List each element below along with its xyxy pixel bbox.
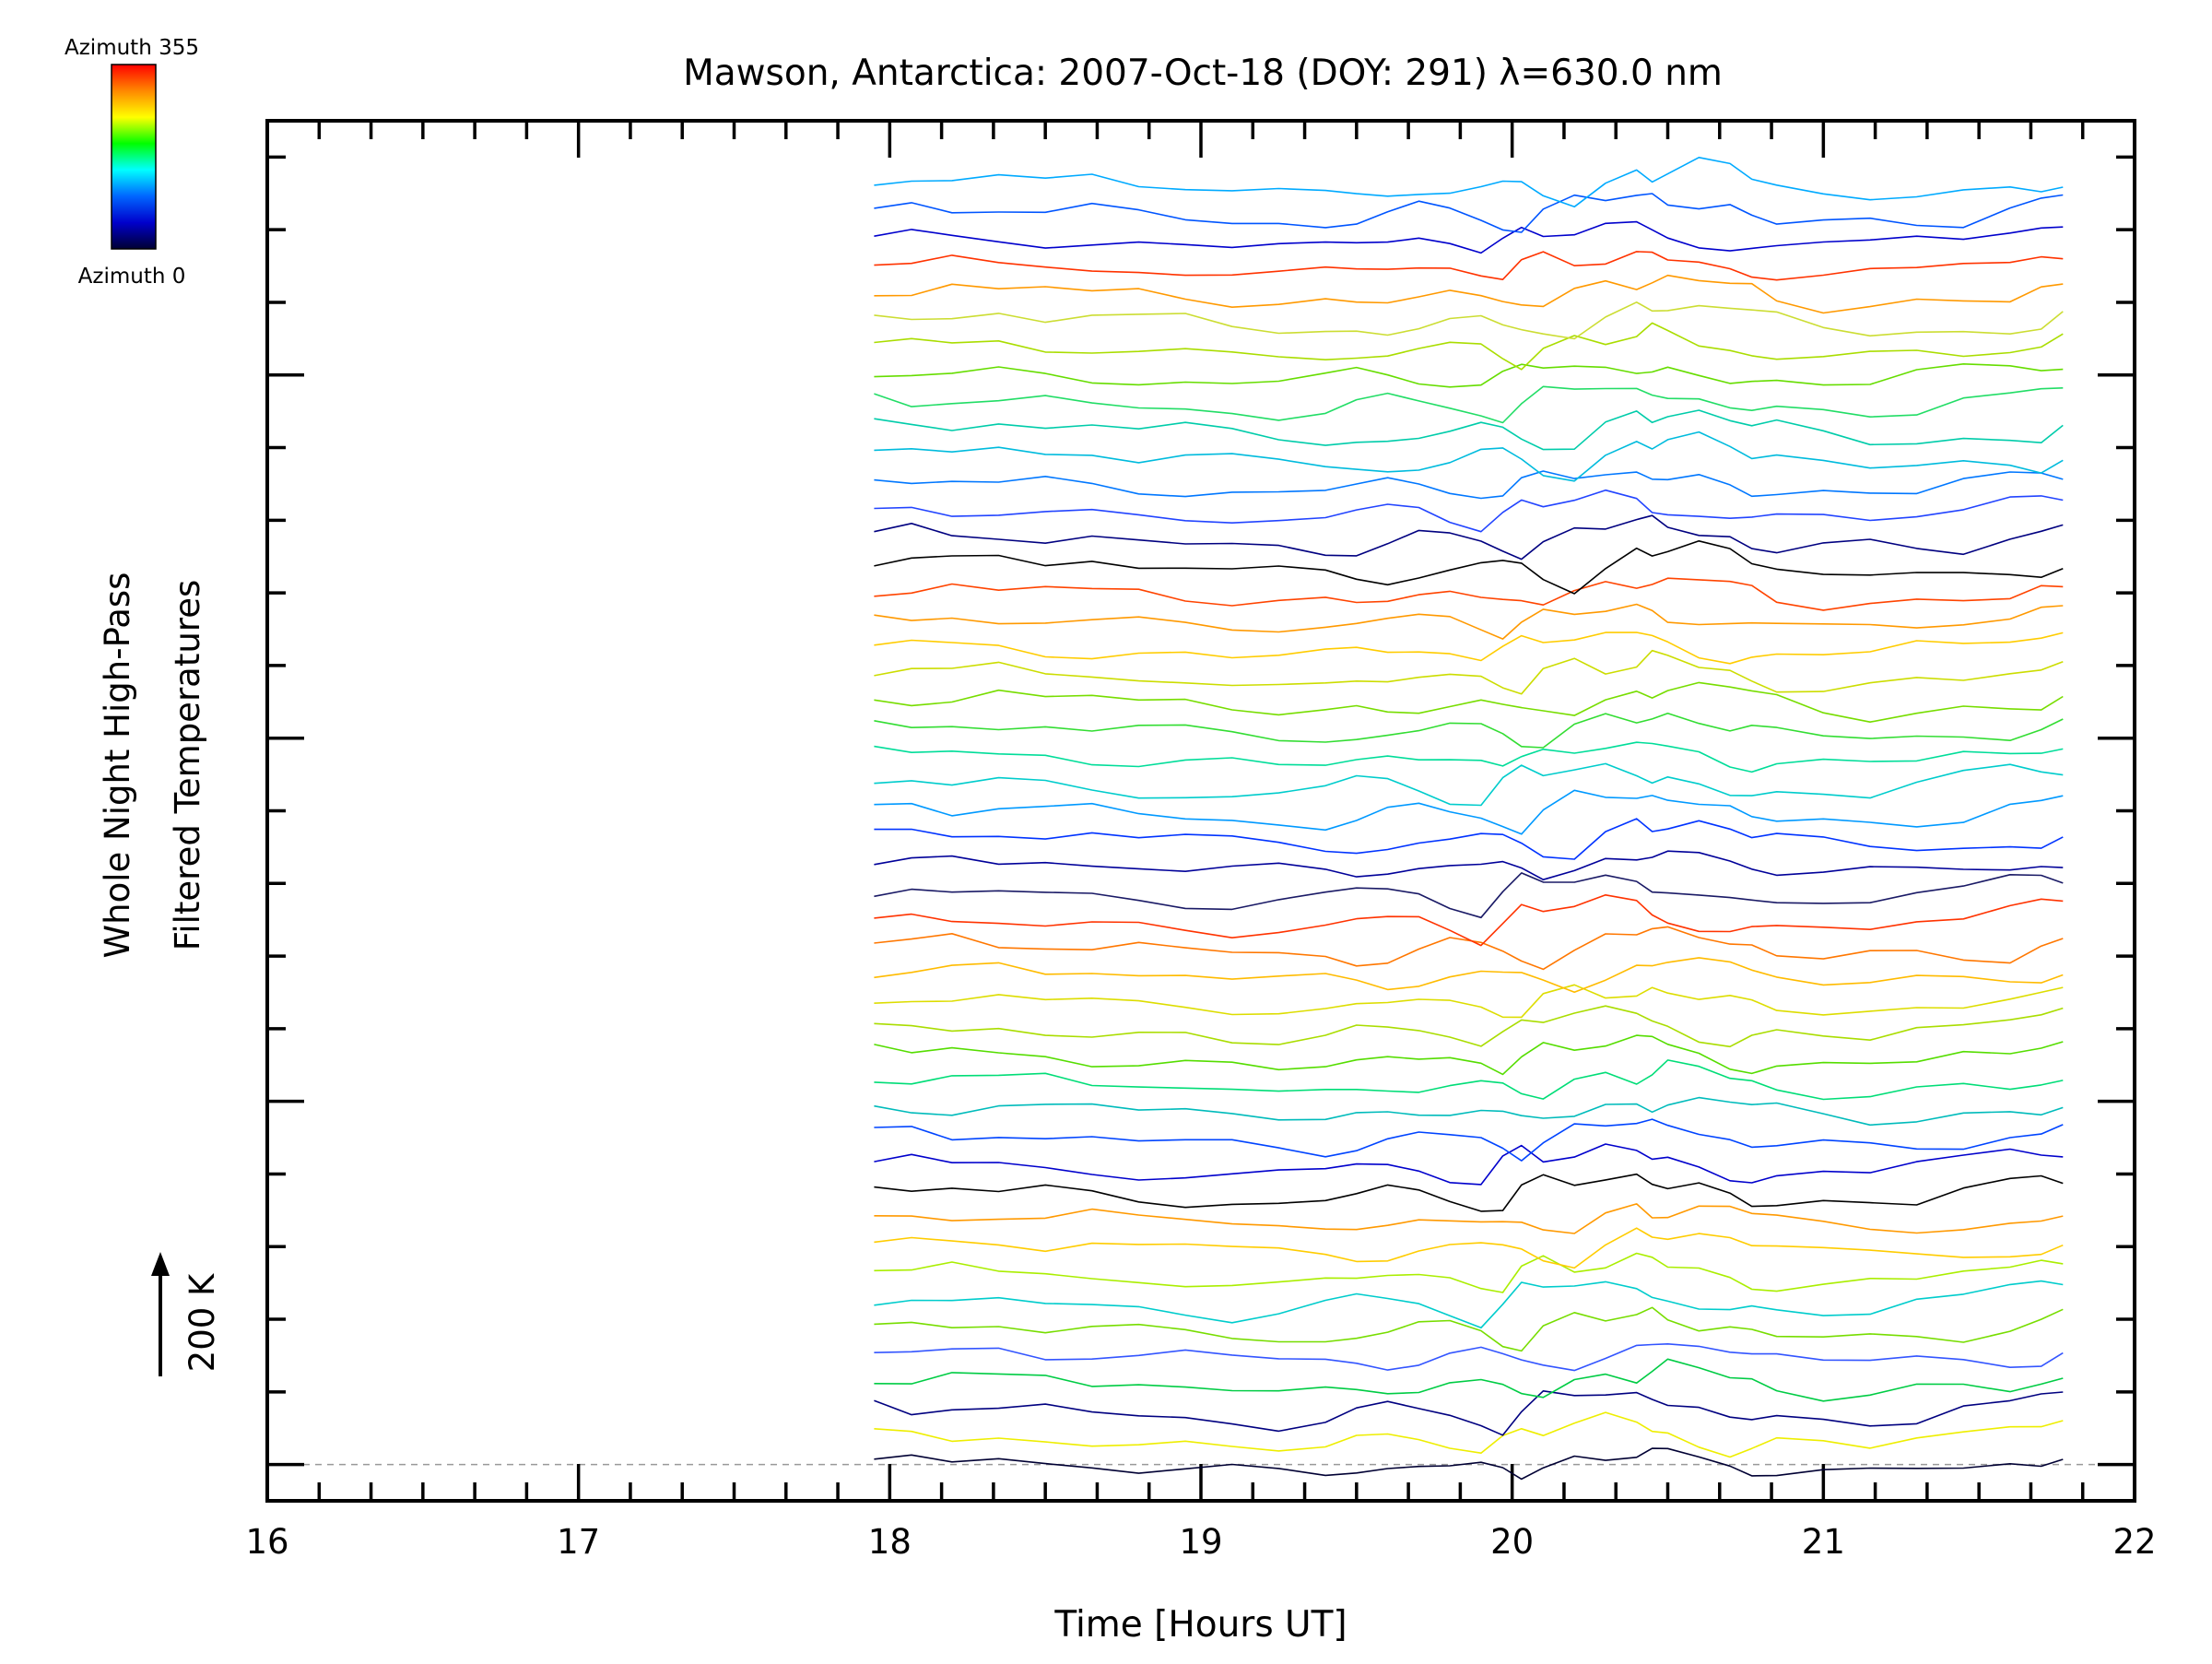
colorbar — [111, 64, 157, 250]
series-line — [874, 539, 2064, 595]
series-line — [874, 850, 2064, 881]
series-line — [874, 926, 2064, 971]
series-line — [874, 1143, 2064, 1186]
series-line — [874, 649, 2064, 695]
colorbar-top-label: Azimuth 355 — [65, 36, 199, 60]
series-line — [874, 301, 2064, 340]
series-line — [874, 385, 2064, 424]
scale-label: 200 K — [182, 1272, 222, 1372]
series-line — [874, 603, 2064, 640]
series-line — [874, 872, 2064, 919]
series-line — [874, 1034, 2064, 1076]
series-line — [874, 1411, 2064, 1458]
series-line — [874, 157, 2064, 208]
series-line — [874, 681, 2064, 724]
series-line — [874, 1173, 2064, 1212]
axis-ticks — [265, 121, 2135, 1501]
series-line — [874, 762, 2064, 807]
series-line — [874, 789, 2064, 835]
series-line — [874, 1306, 2064, 1352]
x-tick-label: 18 — [868, 1522, 912, 1562]
series-line — [874, 1280, 2064, 1329]
series-line — [874, 1447, 2064, 1481]
series-line — [874, 470, 2064, 500]
series-line — [874, 1343, 2064, 1372]
y-axis-label-line1: Whole Night High-Pass — [98, 572, 137, 959]
series-line — [874, 818, 2064, 860]
series-line — [874, 712, 2064, 749]
series-line — [874, 577, 2064, 611]
x-tick-label: 22 — [2112, 1522, 2156, 1562]
series-line — [874, 741, 2064, 773]
series-line — [874, 322, 2064, 371]
series-line — [874, 274, 2064, 314]
x-tick-label: 21 — [1802, 1522, 1845, 1562]
series-line — [874, 251, 2064, 281]
series-line — [874, 1118, 2064, 1162]
series-line — [874, 984, 2064, 1019]
x-tick-label: 19 — [1179, 1522, 1222, 1562]
x-axis-label: Time [Hours UT] — [1053, 1604, 1347, 1646]
series-line — [874, 489, 2064, 533]
series-line — [874, 514, 2064, 561]
series-line — [874, 1227, 2064, 1269]
x-tick-label: 16 — [245, 1522, 288, 1562]
series-line — [874, 220, 2064, 254]
chart-title: Mawson, Antarctica: 2007-Oct-18 (DOY: 29… — [683, 53, 1723, 94]
plot-frame — [265, 119, 2136, 1503]
series-line — [874, 1358, 2064, 1402]
series-line — [874, 431, 2064, 482]
series-line — [874, 1390, 2064, 1436]
series-line — [874, 1203, 2064, 1234]
x-tick-label: 20 — [1490, 1522, 1534, 1562]
series-line — [874, 193, 2064, 233]
colorbar-bottom-label: Azimuth 0 — [78, 265, 186, 289]
series-line — [874, 893, 2064, 947]
scale-arrow-head — [151, 1252, 170, 1276]
series-line — [874, 957, 2064, 993]
x-tick-label: 17 — [557, 1522, 600, 1562]
series-lines — [874, 157, 2064, 1481]
series-line — [874, 1096, 2064, 1127]
series-line — [874, 631, 2064, 665]
series-line — [874, 1059, 2064, 1101]
x-tick-labels: 16 17 18 19 20 21 22 — [245, 1522, 2156, 1562]
y-axis-label-line2: Filtered Temperatures — [168, 580, 207, 950]
series-line — [874, 409, 2064, 451]
series-line — [874, 362, 2064, 388]
series-line — [874, 1005, 2064, 1048]
series-line — [874, 1252, 2064, 1293]
